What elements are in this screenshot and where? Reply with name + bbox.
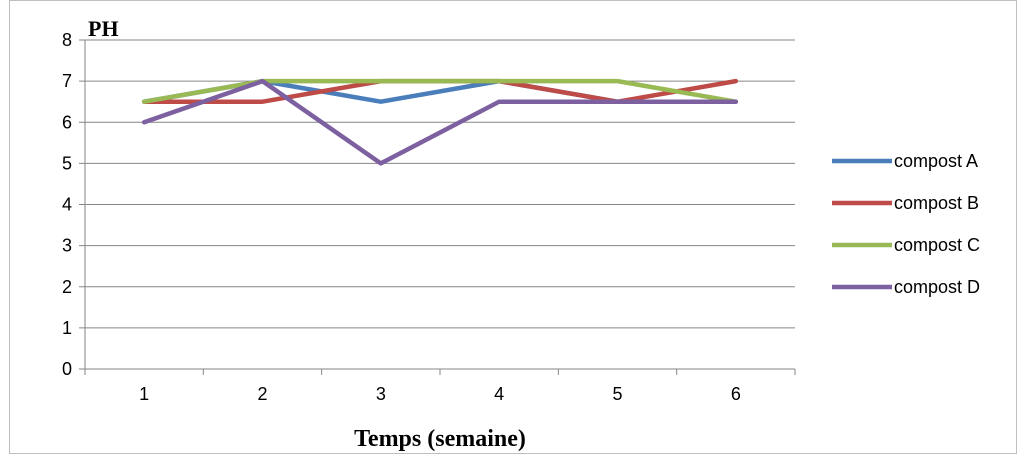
gridlines	[85, 39, 795, 329]
x-tick-label: 1	[139, 384, 149, 404]
x-tick-label: 6	[731, 384, 741, 404]
y-tick-label: 6	[62, 112, 72, 132]
legend-item: compost C	[832, 235, 980, 255]
series-lines	[141, 78, 739, 166]
x-tick-label: 4	[494, 384, 504, 404]
legend-label: compost C	[894, 235, 980, 255]
axes	[79, 39, 796, 375]
y-tick-label: 2	[62, 277, 72, 297]
x-tick-label: 3	[376, 384, 386, 404]
x-tick-label: 2	[257, 384, 267, 404]
y-axis-label: PH	[88, 16, 119, 41]
y-tick-label: 1	[62, 318, 72, 338]
series-line-compost-d	[141, 78, 739, 166]
y-tick-label: 4	[62, 195, 72, 215]
legend-item: compost B	[832, 193, 979, 213]
legend-label: compost D	[894, 277, 980, 297]
series-line-compost-c	[141, 78, 739, 104]
legend: compost A compost B compost C compost D	[832, 151, 980, 297]
x-axis-label: Temps (semaine)	[354, 426, 526, 452]
y-tick-label: 7	[62, 71, 72, 91]
x-tick-label: 5	[612, 384, 622, 404]
y-tick-label: 0	[62, 359, 72, 379]
chart-frame	[9, 0, 1017, 454]
y-tick-label: 5	[62, 153, 72, 173]
x-tick-labels: 1 2 3 4 5 6	[139, 384, 741, 404]
legend-label: compost B	[894, 193, 979, 213]
y-tick-label: 3	[62, 236, 72, 256]
y-tick-label: 8	[62, 30, 72, 50]
legend-label: compost A	[894, 151, 978, 171]
legend-item: compost A	[832, 151, 978, 171]
legend-item: compost D	[832, 277, 980, 297]
y-tick-labels: 0 1 2 3 4 5 6 7 8	[62, 30, 72, 379]
